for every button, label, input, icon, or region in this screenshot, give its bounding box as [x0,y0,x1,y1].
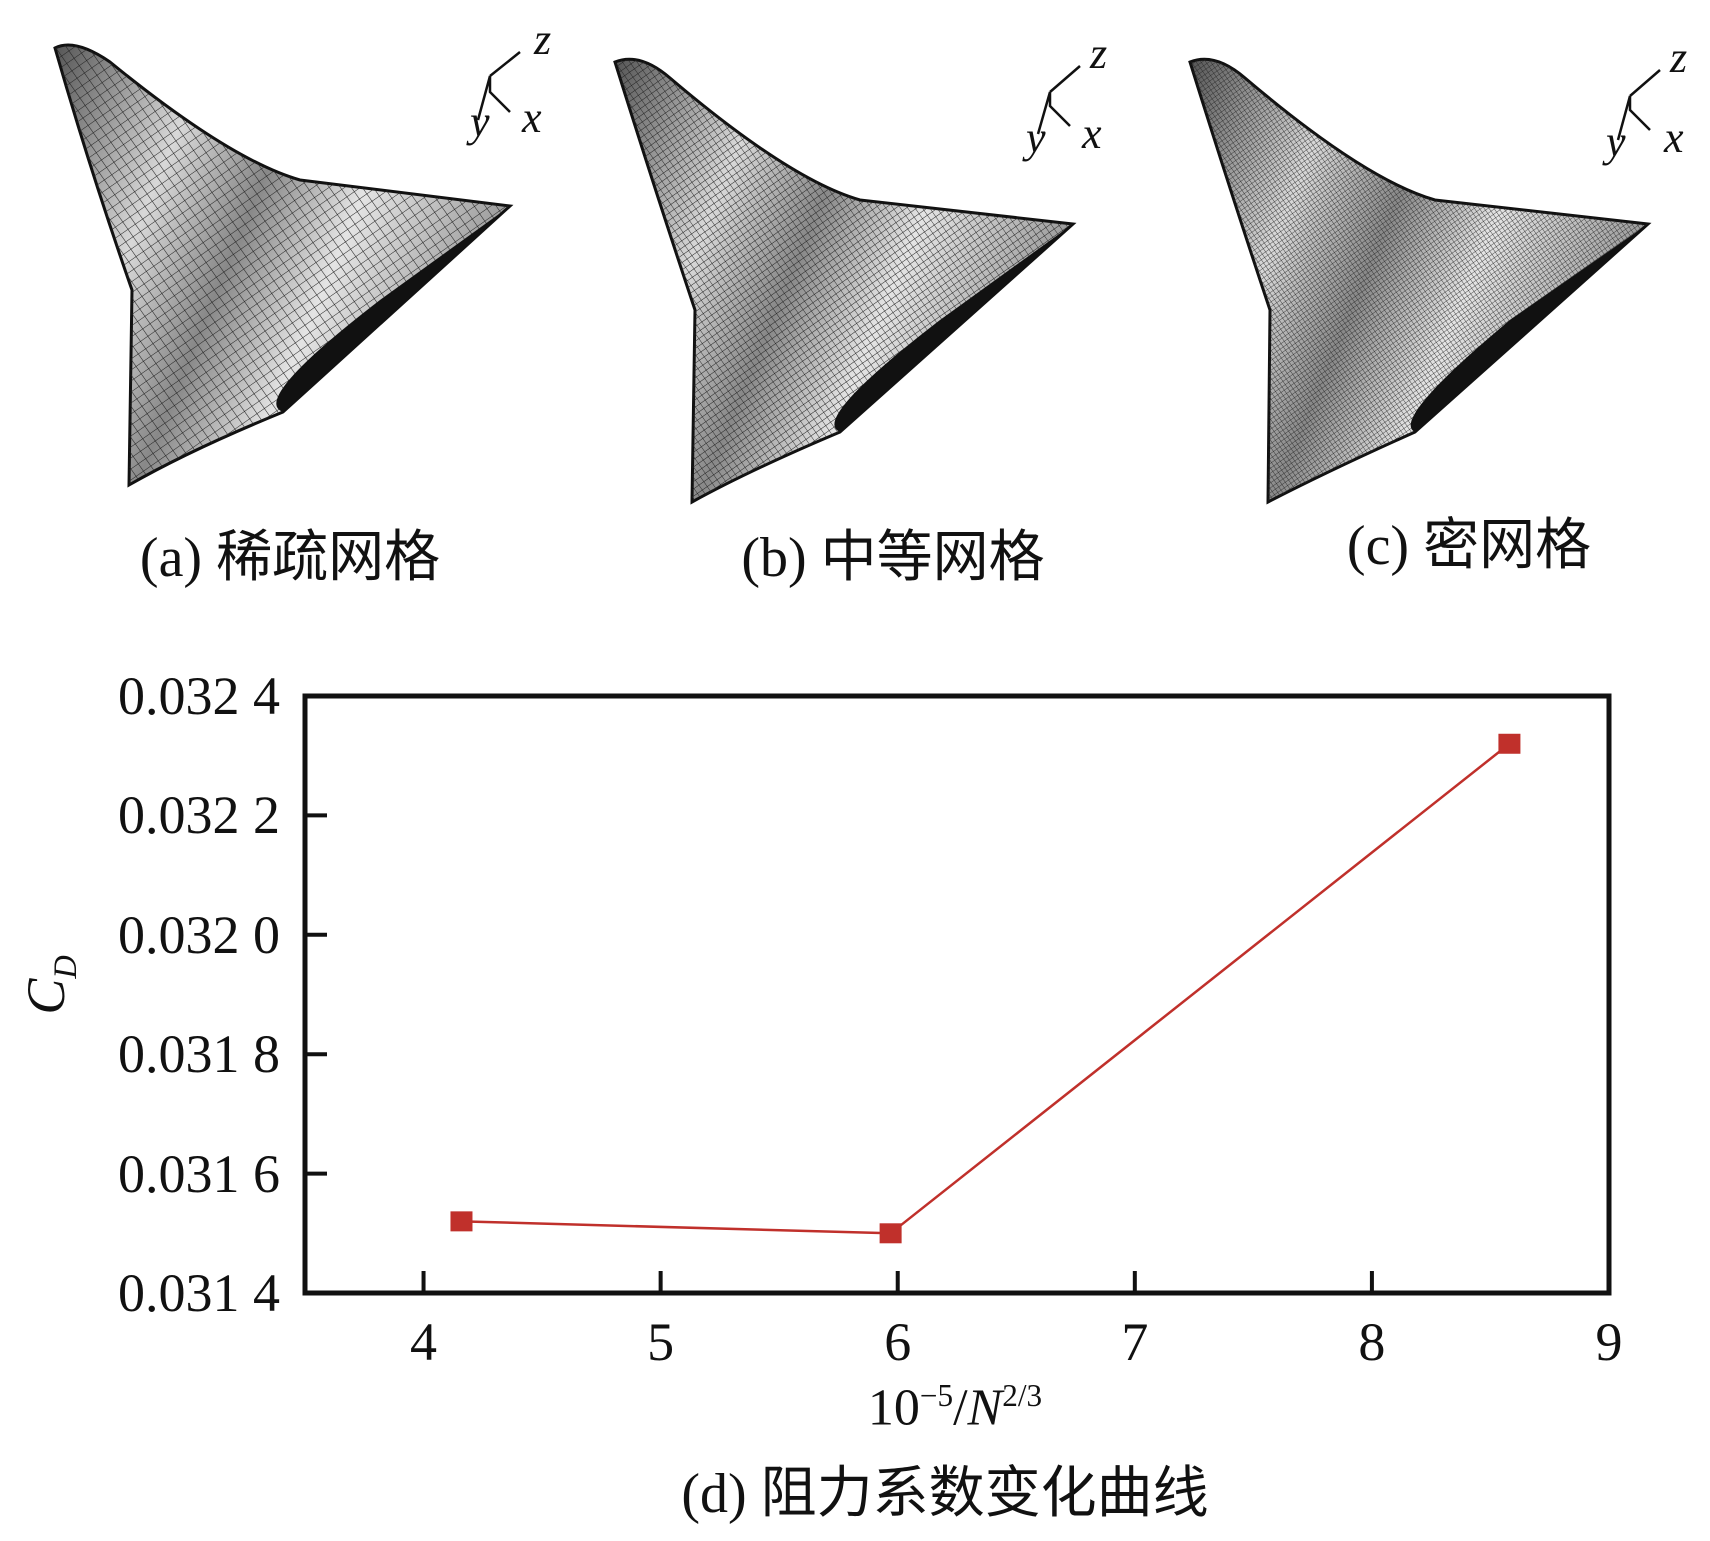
axis-x-label: x [1082,109,1102,158]
x-tick-label: 8 [1358,1312,1386,1372]
x-tick-label: 6 [884,1312,912,1372]
data-point [1498,733,1521,754]
axis-x-label: x [1664,113,1684,162]
axis-z-label: z [1090,29,1108,78]
y-tick-label: 0.032 2 [118,785,280,846]
axis-y-label: y [1606,117,1626,166]
y-tick-label: 0.032 4 [118,666,280,726]
y-tick-label: 0.032 0 [118,904,280,965]
mesh-medium [613,57,1077,505]
caption-a: (a) 稀疏网格 [139,527,441,589]
axis-y-label: y [470,97,490,146]
x-tick-label: 4 [410,1312,438,1372]
data-point [450,1211,473,1232]
chart-caption: (d) 阻力系数变化曲线 [681,1463,1209,1525]
axis-z-label: z [1670,33,1688,82]
caption-b: (b) 中等网格 [741,527,1045,589]
x-tick-label: 5 [647,1312,675,1372]
caption-c: (c) 密网格 [1346,515,1592,577]
axis-x-label: x [522,93,542,142]
series-line [461,742,1511,1235]
x-tick-label: 7 [1121,1312,1149,1372]
plot-frame [302,693,1612,1296]
y-axis-title: CD [16,955,84,1015]
x-axis-title: 10−5/N2/3 [867,1378,1043,1437]
y-tick-label: 0.031 8 [118,1024,280,1085]
y-tick-label: 0.031 6 [118,1143,280,1204]
y-tick-label: 0.031 4 [118,1263,280,1323]
axis-y-label: y [1026,113,1046,162]
x-tick-label: 9 [1595,1312,1623,1372]
axis-triad-icons [476,51,1661,141]
mesh-fine [1188,57,1652,505]
mesh-figures [53,43,1661,505]
mesh-coarse [53,43,514,488]
axis-z-label: z [534,15,552,64]
data-point [879,1223,902,1244]
